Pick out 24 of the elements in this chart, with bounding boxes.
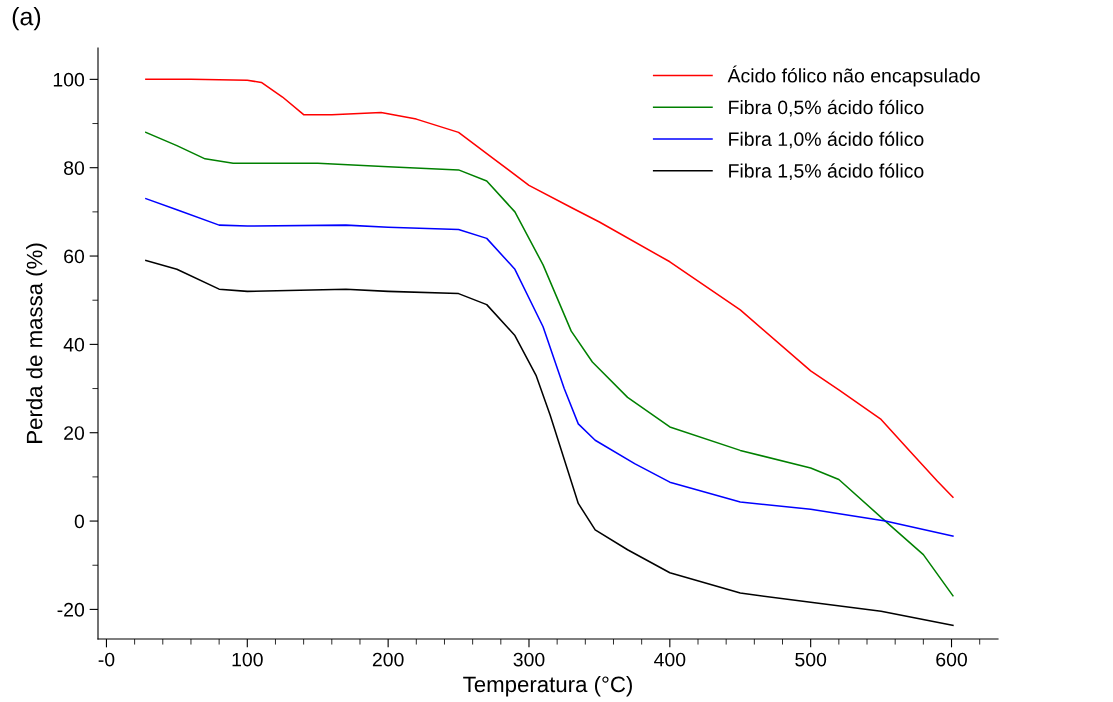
x-tick-label: 600 xyxy=(936,652,967,667)
y-tick-label: 20 xyxy=(64,426,85,440)
legend-label: Fibra 1,0% ácido fólico xyxy=(729,131,924,149)
x-tick-label: 400 xyxy=(654,652,686,667)
y-tick-label: 0 xyxy=(74,514,85,529)
line-series xyxy=(145,259,954,627)
y-tick-label: 40 xyxy=(63,337,85,352)
y-axis-title: Perda de massa (%) xyxy=(26,243,47,443)
x-tick-label: 100 xyxy=(232,652,263,667)
x-tick-label: 500 xyxy=(795,652,827,667)
x-tick-label: -0 xyxy=(98,652,115,667)
text: (a) xyxy=(12,7,41,31)
line-series xyxy=(145,197,954,537)
legend-label: Fibra 0,5% ácido fólico xyxy=(729,99,924,117)
legend-label: Ácido fólico não encapsulado xyxy=(727,65,980,87)
x-axis-title: Temperatura (°C) xyxy=(463,675,632,697)
y-tick-label: 80 xyxy=(64,161,85,175)
legend-label: Fibra 1,5% ácido fólico xyxy=(729,163,924,181)
x-tick-label: 300 xyxy=(513,652,545,667)
y-tick-label: 60 xyxy=(64,249,85,264)
y-tick-label: -20 xyxy=(57,602,85,617)
y-tick-label: 100 xyxy=(53,72,85,87)
x-tick-label: 200 xyxy=(372,652,404,667)
line-series xyxy=(145,131,954,597)
